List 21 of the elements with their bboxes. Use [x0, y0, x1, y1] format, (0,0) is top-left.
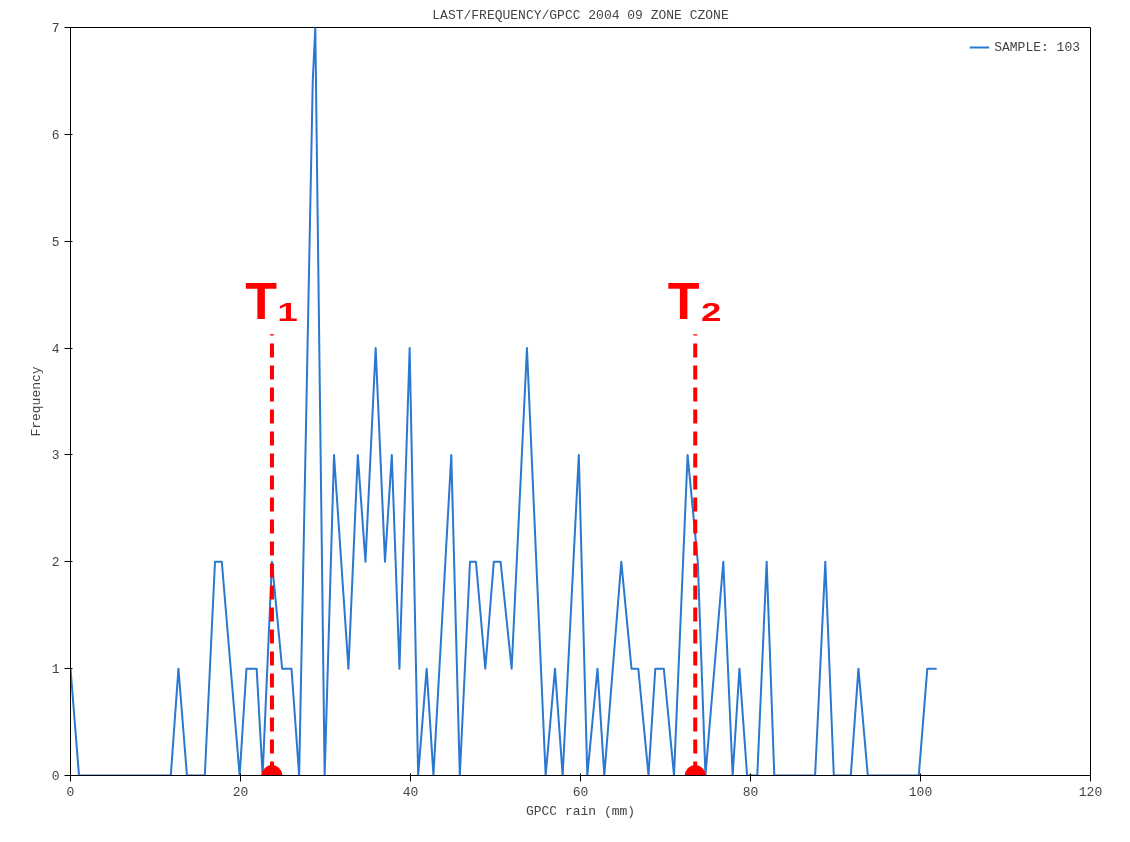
x-tick-label: 100 — [908, 784, 933, 800]
y-tick-label: 7 — [51, 21, 60, 36]
y-tick-label: 6 — [51, 127, 60, 143]
x-axis-title: GPCC rain (mm) — [525, 803, 636, 819]
y-tick-label: 2 — [51, 555, 60, 571]
x-tick-label: 20 — [232, 784, 249, 800]
y-axis-title: Frequency — [28, 366, 44, 437]
ref-line-label: T₂ — [667, 272, 723, 331]
y-tick-label: 4 — [51, 341, 60, 357]
x-tick-label: 80 — [742, 784, 759, 800]
x-tick-label: 120 — [1078, 784, 1103, 800]
x-tick-label: 40 — [402, 784, 419, 800]
y-tick-label: 0 — [51, 769, 60, 784]
y-tick-label: 5 — [51, 234, 60, 250]
x-tick-label: 60 — [572, 784, 589, 800]
ref-line-label: T₁ — [245, 272, 299, 331]
legend-label: SAMPLE: 103 — [994, 39, 1080, 55]
chart-title: LAST/FREQUENCY/GPCC 2004 09 ZONE CZONE — [432, 7, 729, 23]
y-tick-label: 3 — [51, 448, 60, 464]
y-tick-label: 1 — [51, 662, 60, 678]
x-tick-label: 0 — [66, 784, 75, 800]
